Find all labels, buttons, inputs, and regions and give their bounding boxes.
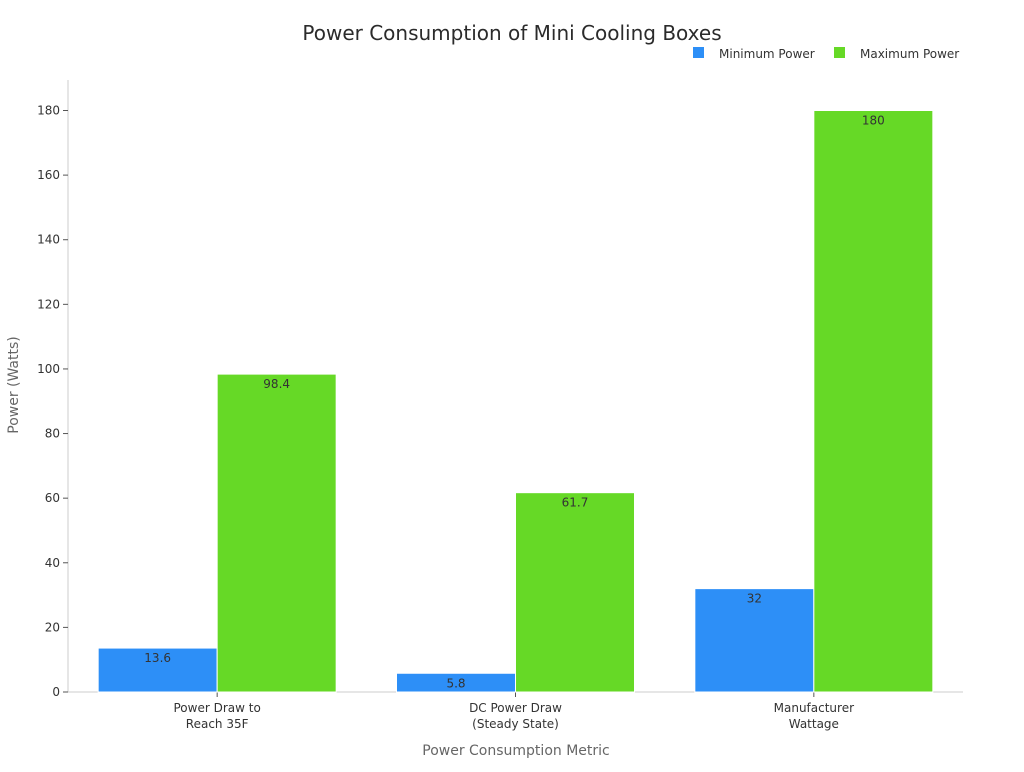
bar-maximum-power xyxy=(813,110,934,693)
bars: 13.6 98.4 5.8 61.7 32 180 xyxy=(97,110,934,693)
bar-minimum-power xyxy=(694,588,815,693)
bar-value-label: 5.8 xyxy=(446,676,465,690)
legend: Minimum Power Maximum Power xyxy=(693,47,959,61)
bar-value-label: 98.4 xyxy=(263,377,290,391)
y-tick-label: 120 xyxy=(37,297,60,311)
y-tick-label: 80 xyxy=(45,427,60,441)
bar-value-label: 13.6 xyxy=(144,651,171,665)
bar-value-label: 32 xyxy=(747,592,762,606)
bar-minimum-power xyxy=(97,647,218,693)
y-axis-label: Power (Watts) xyxy=(6,336,22,434)
y-tick-label: 40 xyxy=(45,556,60,570)
bar-value-label: 61.7 xyxy=(562,496,589,510)
y-tick-label: 0 xyxy=(52,685,60,699)
y-tick-label: 160 xyxy=(37,168,60,182)
y-tick-label: 180 xyxy=(37,104,60,118)
bar-value-label: 180 xyxy=(862,114,885,128)
x-tick-label: Power Draw to Reach 35F xyxy=(174,701,261,731)
y-tick-label: 20 xyxy=(45,620,60,634)
bar-maximum-power xyxy=(515,492,635,693)
legend-swatch xyxy=(693,47,704,58)
y-tick-label: 60 xyxy=(45,491,60,505)
chart-title: Power Consumption of Mini Cooling Boxes xyxy=(302,21,721,45)
bar-maximum-power xyxy=(216,373,337,693)
y-tick-label: 100 xyxy=(37,362,60,376)
y-tick-label: 140 xyxy=(37,233,60,247)
legend-label: Minimum Power xyxy=(719,47,815,61)
axes: 0 20 40 60 80 100 120 140 160 180 Power Draw to Rea… xyxy=(37,80,963,731)
x-axis-label: Power Consumption Metric xyxy=(422,743,609,759)
x-tick-label: DC Power Draw (Steady State) xyxy=(469,701,562,731)
x-tick-label: Manufacturer Wattage xyxy=(774,701,854,731)
legend-label: Maximum Power xyxy=(860,47,959,61)
legend-swatch xyxy=(834,47,845,58)
